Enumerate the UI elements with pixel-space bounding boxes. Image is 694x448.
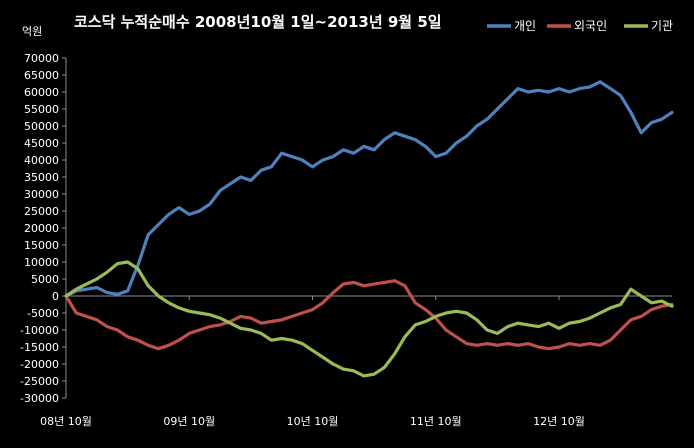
x-axis: 08년 10월 09년 10월 10년 10월 11년 10월 12년 10월 <box>40 295 672 428</box>
series-layer <box>64 80 674 378</box>
y-tick-label: 45000 <box>24 137 59 150</box>
legend-label: 기관 <box>651 19 673 33</box>
y-tick-label: 10000 <box>24 256 59 269</box>
y-tick-label: 65000 <box>24 69 59 82</box>
legend-label: 외국인 <box>574 19 607 33</box>
x-tick-label: 08년 10월 <box>40 415 92 428</box>
y-tick-label: 35000 <box>24 171 59 184</box>
x-tick-label: 11년 10월 <box>410 415 462 428</box>
x-tick-label: 12년 10월 <box>533 415 585 428</box>
y-tick-label: -30000 <box>20 392 59 405</box>
x-tick-label: 10년 10월 <box>287 415 339 428</box>
y-tick-label: 60000 <box>24 86 59 99</box>
y-tick-label: 5000 <box>31 273 59 286</box>
y-tick-label: 50000 <box>24 120 59 133</box>
series-line-2 <box>64 279 674 351</box>
y-tick-label: 30000 <box>24 188 59 201</box>
y-tick-label: 55000 <box>24 103 59 116</box>
y-axis: 7000065000600005500050000450004000035000… <box>20 52 67 405</box>
y-tick-label: 20000 <box>24 222 59 235</box>
y-tick-label: 0 <box>52 290 59 303</box>
y-tick-label: -10000 <box>20 324 59 337</box>
y-tick-label: 15000 <box>24 239 59 252</box>
series-line-1 <box>64 80 674 298</box>
legend: 개인 외국인 기관 <box>487 19 673 33</box>
y-axis-unit: 억원 <box>22 25 42 38</box>
series-line-3 <box>64 260 674 378</box>
y-tick-label: -25000 <box>20 375 59 388</box>
chart-title: 코스닥 누적순매수 2008년10월 1일~2013년 9월 5일 <box>74 13 442 31</box>
y-tick-label: -15000 <box>20 341 59 354</box>
legend-label: 개인 <box>514 19 536 33</box>
x-tick-label: 09년 10월 <box>163 415 215 428</box>
y-tick-label: 40000 <box>24 154 59 167</box>
y-tick-label: -20000 <box>20 358 59 371</box>
y-tick-label: -5000 <box>27 307 59 320</box>
y-tick-label: 25000 <box>24 205 59 218</box>
y-tick-label: 70000 <box>24 52 59 65</box>
